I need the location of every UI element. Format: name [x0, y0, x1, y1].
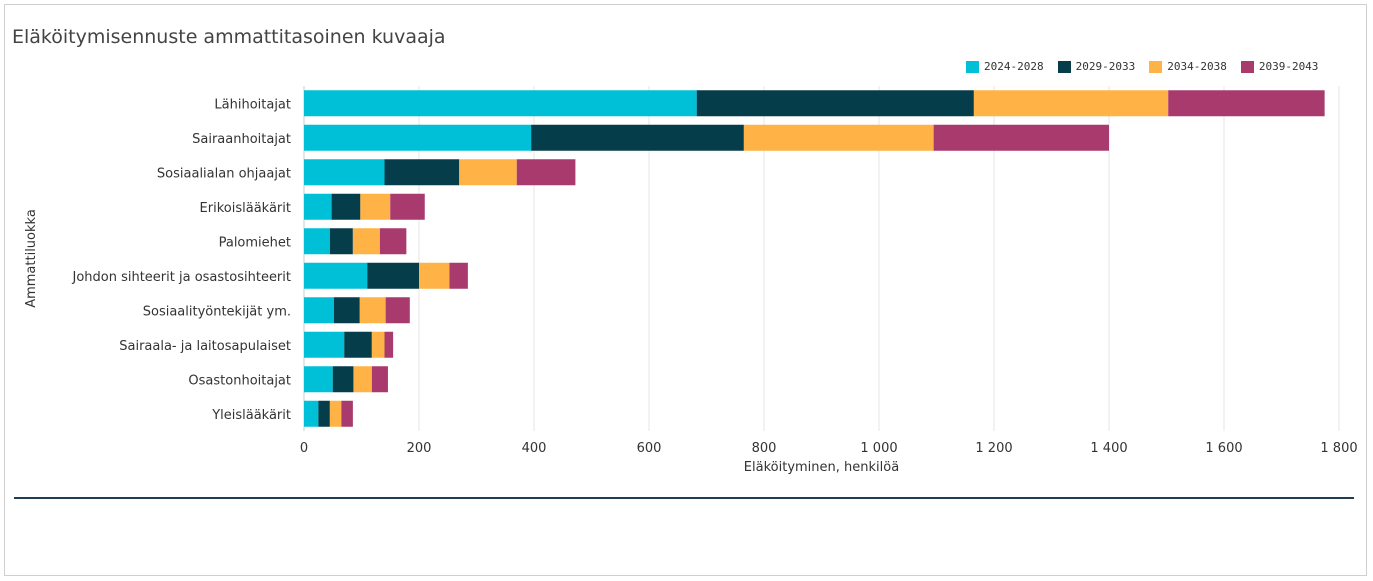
- bar-segment: [379, 228, 407, 255]
- bar-segment: [359, 297, 386, 324]
- category-label: Lähihoitajat: [214, 97, 291, 112]
- bar-segment: [384, 331, 394, 358]
- legend-label: 2024-2028: [984, 60, 1044, 73]
- bar-segment: [531, 124, 744, 151]
- bar-segment: [304, 159, 385, 186]
- bar-segment: [371, 331, 385, 358]
- legend-swatch: [966, 60, 979, 73]
- x-tick-label: 600: [637, 441, 662, 456]
- category-label: Sairaala- ja laitosapulaiset: [119, 339, 291, 354]
- bar-segment: [304, 400, 319, 427]
- category-label: Sosiaalityöntekijät ym.: [143, 304, 291, 319]
- bar-segment: [333, 297, 360, 324]
- x-tick-label: 1 800: [1320, 441, 1357, 456]
- bar-segment: [341, 400, 353, 427]
- legend-label: 2029-2033: [1075, 60, 1136, 73]
- chart-title: Eläköitymisennuste ammattitasoinen kuvaa…: [12, 26, 446, 48]
- bar-segment: [304, 262, 368, 289]
- bar-segment: [304, 228, 330, 255]
- bar-segment: [516, 159, 576, 186]
- bar-segment: [384, 159, 460, 186]
- bar-segment: [304, 297, 334, 324]
- bar-segment: [304, 124, 532, 151]
- category-label: Sosiaalialan ohjaajat: [157, 166, 291, 181]
- bar-segment: [332, 366, 354, 393]
- bar-segment: [390, 193, 425, 220]
- x-tick-label: 400: [522, 441, 547, 456]
- x-tick-label: 1 200: [975, 441, 1012, 456]
- chart-legend: 2024-2028 2029-2033 2034-2038 2039-2043: [966, 60, 1318, 73]
- legend-item[interactable]: 2029-2033: [1057, 60, 1136, 73]
- bar-segment: [329, 228, 353, 255]
- bar-segment: [371, 366, 388, 393]
- bar-segment: [352, 228, 380, 255]
- legend-item[interactable]: 2034-2038: [1149, 60, 1227, 73]
- bar-segment: [331, 193, 361, 220]
- bar-segment: [353, 366, 372, 393]
- x-tick-label: 1 000: [860, 441, 897, 456]
- bar-segment: [304, 90, 697, 117]
- legend-swatch: [1149, 60, 1163, 73]
- bar-segment: [304, 366, 333, 393]
- bar-segment: [318, 400, 330, 427]
- category-label: Osastonhoitajat: [188, 373, 291, 388]
- bar-segment: [933, 124, 1109, 151]
- x-axis-title: Eläköityminen, henkilöä: [744, 460, 899, 475]
- bar-segment: [973, 90, 1169, 117]
- x-tick-label: 800: [752, 441, 777, 456]
- bar-segment: [304, 193, 332, 220]
- bar-segment: [419, 262, 450, 289]
- x-tick-label: 0: [300, 441, 308, 456]
- bar-segment: [344, 331, 372, 358]
- bar-segment: [329, 400, 342, 427]
- bar-segment: [743, 124, 934, 151]
- category-label: Palomiehet: [219, 235, 291, 250]
- legend-label: 2034-2038: [1167, 60, 1227, 73]
- category-label: Johdon sihteerit ja osastosihteerit: [71, 270, 291, 285]
- category-label: Yleislääkärit: [211, 408, 291, 423]
- category-label: Erikoislääkärit: [200, 201, 291, 216]
- x-tick-label: 200: [407, 441, 432, 456]
- category-label: Sairaanhoitajat: [192, 132, 291, 147]
- bar-segment: [304, 331, 345, 358]
- legend-item[interactable]: 2039-2043: [1240, 60, 1319, 73]
- x-tick-label: 1 600: [1205, 441, 1242, 456]
- bar-segment: [385, 297, 410, 324]
- x-tick-label: 1 400: [1090, 441, 1127, 456]
- legend-label: 2039-2043: [1258, 60, 1319, 73]
- bar-segment: [696, 90, 974, 117]
- bar-segment: [449, 262, 468, 289]
- bar-segment: [1168, 90, 1325, 117]
- legend-swatch: [1240, 60, 1254, 73]
- bar-segment: [360, 193, 391, 220]
- legend-item[interactable]: 2024-2028: [966, 60, 1044, 73]
- section-divider: [14, 497, 1354, 499]
- y-axis-title: Ammattiluokka: [24, 209, 39, 308]
- bar-segment: [459, 159, 517, 186]
- legend-swatch: [1057, 60, 1071, 73]
- bar-segment: [367, 262, 419, 289]
